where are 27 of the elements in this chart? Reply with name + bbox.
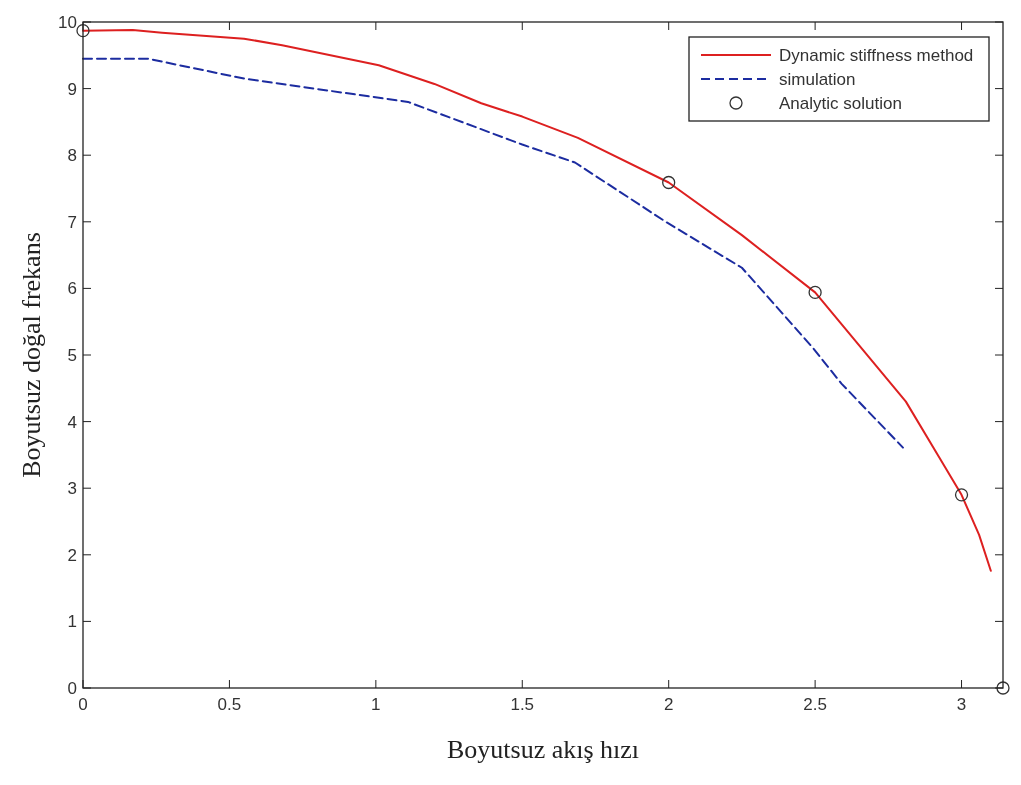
point — [76, 24, 90, 38]
legend-label: simulation — [779, 69, 856, 89]
x-tick-label: 2.5 — [803, 695, 827, 714]
legend-label: Analytic solution — [779, 93, 902, 113]
x-tick-label: 1 — [371, 695, 381, 714]
y-tick-label: 3 — [67, 479, 77, 499]
point — [954, 488, 969, 502]
y-tick-label: 9 — [67, 79, 77, 99]
point — [662, 175, 676, 190]
y-tick-label: 4 — [67, 412, 77, 432]
y-tick-label: 0 — [67, 678, 77, 698]
y-axis-title: Boyutsuz doğal frekans — [17, 232, 46, 478]
point — [808, 285, 822, 300]
y-tick-label: 1 — [67, 612, 77, 632]
point — [996, 681, 1010, 695]
y-tick-label: 10 — [58, 12, 77, 32]
x-axis-title: Boyutsuz akış hızı — [446, 735, 640, 764]
y-tick-label: 8 — [67, 146, 77, 166]
y-tick-label: 5 — [67, 345, 77, 365]
y-tick-label: 7 — [67, 212, 77, 232]
x-tick-label: 1.5 — [510, 695, 535, 714]
legend-label: Dynamic stiffness method — [779, 45, 974, 65]
x-tick-label: 2 — [663, 695, 674, 714]
x-tick-label: 3 — [956, 695, 967, 714]
y-tick-label: 2 — [67, 545, 77, 565]
y-tick-label: 6 — [67, 279, 77, 299]
x-tick-label: 0.5 — [217, 695, 242, 714]
